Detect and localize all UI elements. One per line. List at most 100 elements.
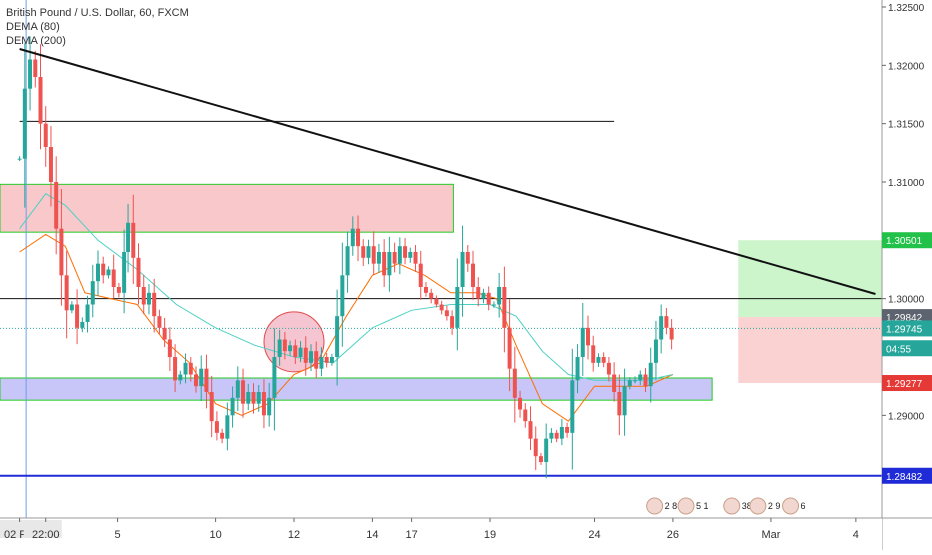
candle-body: [308, 351, 313, 363]
candle-body: [54, 182, 59, 229]
candle-body: [214, 421, 219, 433]
candle-body: [64, 275, 69, 311]
candle-body: [131, 222, 136, 258]
candle-body: [638, 374, 643, 381]
price-tick-label: 1.32500: [888, 3, 925, 14]
candle-body: [591, 345, 596, 363]
candle-body: [251, 392, 256, 404]
candle-body: [220, 432, 225, 439]
candle-body: [627, 380, 632, 387]
trendline: [19, 48, 876, 295]
candle-body: [450, 316, 455, 328]
time-tick-label: 10: [209, 529, 221, 541]
time-tick-label: Mar: [761, 529, 780, 541]
moving-average-line-0: [19, 233, 674, 422]
event-marker-label: 2 9: [768, 501, 781, 511]
price-label-text: 1.29277: [886, 379, 923, 390]
candle-body: [22, 88, 27, 159]
candle-body: [272, 357, 277, 398]
price-label-badge: [882, 232, 932, 249]
candle-body: [183, 362, 188, 375]
candle-body: [48, 147, 53, 182]
event-marker-label: 38: [742, 501, 752, 511]
candle-body: [554, 432, 559, 439]
candle-body: [59, 228, 64, 276]
candle-body: [565, 427, 570, 433]
candle-body: [152, 292, 157, 317]
candle-body: [518, 397, 523, 410]
candle-body: [28, 59, 33, 89]
candle-body: [267, 397, 272, 416]
candle-body: [429, 292, 434, 299]
candle-body: [298, 347, 303, 357]
zone-1: [0, 377, 713, 401]
candle-body: [230, 397, 235, 416]
candle-body: [324, 357, 329, 363]
event-marker-flag: [646, 497, 664, 515]
candle-body: [371, 246, 376, 264]
candle-body: [282, 339, 287, 352]
price-label-text: 1.28482: [886, 472, 923, 483]
candle-body: [497, 287, 502, 305]
candle-body: [75, 304, 80, 328]
candle-body: [596, 357, 601, 363]
candle-body: [204, 368, 209, 392]
time-axis-panel: [0, 518, 882, 550]
candle-body: [533, 438, 538, 457]
candle-body: [570, 380, 575, 433]
candle-body: [361, 246, 366, 258]
candle-body: [335, 316, 340, 357]
candle-body: [356, 228, 361, 247]
candle-body: [382, 252, 387, 276]
event-marker-flag: [782, 497, 800, 515]
candle-body: [80, 322, 85, 328]
price-tick-label: 1.29000: [888, 411, 925, 422]
event-marker-0: 2 8: [646, 497, 677, 515]
candle-body: [601, 357, 606, 363]
event-marker-flag: [749, 497, 767, 515]
candle-body: [491, 304, 496, 306]
candle-body: [376, 252, 381, 264]
zone-2: [738, 240, 882, 318]
zone-0: [0, 183, 454, 233]
candle-body: [471, 263, 476, 287]
candle-body: [188, 362, 193, 375]
candle-body: [606, 362, 611, 375]
candle-body: [664, 316, 669, 328]
candle-body: [481, 292, 486, 299]
candle-body: [580, 327, 585, 357]
candle-body: [43, 123, 48, 147]
candle-body: [586, 327, 590, 346]
candle-body: [126, 222, 131, 252]
candle-body: [17, 158, 22, 160]
candle-body: [669, 327, 674, 340]
candle-body: [85, 304, 90, 322]
candle-body: [167, 339, 172, 357]
candle-body: [173, 357, 178, 381]
candle-body: [403, 246, 408, 258]
moving-average-line-1: [19, 193, 674, 381]
candle-body: [235, 380, 240, 398]
candle-body: [261, 392, 266, 416]
candle-body: [256, 392, 261, 404]
candle-body: [512, 368, 517, 398]
candle-body: [612, 374, 617, 392]
candle-body: [366, 246, 371, 258]
candle-body: [465, 252, 470, 264]
candle-body: [633, 380, 638, 382]
candle-body: [476, 287, 481, 299]
candle-body: [33, 59, 38, 77]
candle-body: [653, 339, 658, 363]
candle-body: [387, 252, 392, 276]
candle-body: [455, 287, 460, 328]
candle-body: [90, 281, 95, 305]
price-label-text: 1.30501: [886, 236, 923, 247]
candle-body: [559, 427, 564, 439]
event-marker-label: 6: [801, 501, 806, 511]
candle-body: [277, 339, 282, 357]
zone-3: [738, 317, 882, 384]
candle-body: [444, 310, 449, 317]
candle-body: [209, 392, 214, 422]
